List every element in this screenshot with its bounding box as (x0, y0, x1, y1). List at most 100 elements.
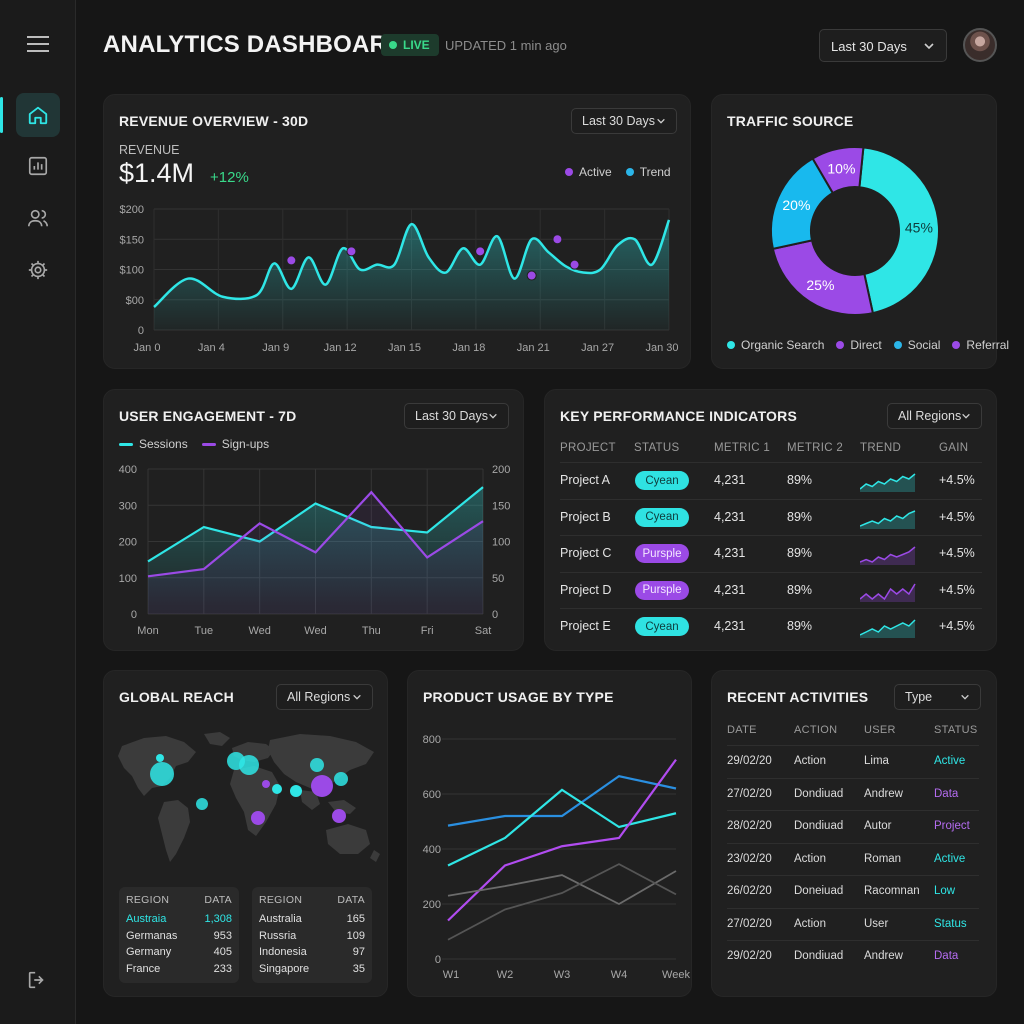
map-bubble[interactable] (332, 809, 346, 823)
status-badge: Cyean (635, 507, 689, 527)
region-value: 97 (352, 946, 365, 958)
x-tick-label: Sat (475, 625, 492, 637)
status-badge: Cyean (635, 617, 689, 636)
x-tick-label: Jan 9 (262, 342, 289, 354)
revenue-title: REVENUE OVERVIEW - 30D (119, 113, 309, 129)
legend-label: Organic Search (741, 338, 825, 352)
table-header-row: REGION DATA (259, 894, 365, 906)
kpi-metric1: 4,231 (714, 619, 746, 633)
kpi-project: Project D (560, 582, 612, 597)
y2-tick-label: 150 (492, 500, 510, 512)
map-bubble[interactable] (239, 755, 259, 775)
avatar[interactable] (963, 28, 997, 62)
sparkline-line (860, 509, 916, 527)
act-date: 29/02/20 (727, 755, 772, 767)
legend-item-organic: Organic Search (727, 338, 824, 352)
traffic-pie-chart: 45% 25% 20% 10% (770, 146, 940, 316)
map-bubble[interactable] (310, 758, 324, 772)
kpi-col-trend: TREND (860, 442, 902, 454)
sparkline-line (860, 546, 916, 563)
updated-timestamp: UPDATED 1 min ago (445, 38, 567, 53)
sidebar-item-users[interactable] (16, 196, 60, 240)
table-row[interactable]: 29/02/20 Action Lima Active (727, 745, 979, 777)
pie-slice (771, 239, 875, 316)
usage-title: PRODUCT USAGE BY TYPE (423, 689, 614, 705)
map-bubble[interactable] (196, 798, 208, 810)
map-bubble[interactable] (251, 811, 265, 825)
kpi-region-select[interactable]: All Regions (887, 403, 982, 429)
x-tick-label: W1 (443, 969, 460, 981)
table-row[interactable]: 26/02/20 Doneiuad Racomnan Low (727, 875, 979, 907)
map-bubble[interactable] (334, 772, 348, 786)
logout-icon[interactable] (26, 969, 48, 996)
reach-region-select[interactable]: All Regions (276, 684, 373, 710)
sidebar-item-settings[interactable] (16, 248, 60, 292)
table-row[interactable]: Project E Cyean 4,231 89% +4.5% (560, 608, 982, 644)
table-row[interactable]: Project A Cyean 4,231 89% +4.5% (560, 462, 982, 498)
x-tick-label: Thu (362, 625, 381, 637)
sparkline-line (860, 619, 916, 636)
kpi-card: KEY PERFORMANCE INDICATORS All Regions P… (544, 389, 997, 651)
data-point (526, 270, 537, 281)
date-range-label: Last 30 Days (831, 39, 907, 54)
table-row[interactable]: Project C Pursple 4,231 89% +4.5% (560, 535, 982, 571)
act-date: 23/02/20 (727, 852, 772, 865)
map-bubble[interactable] (311, 775, 333, 797)
revenue-legend: Active Trend (565, 165, 671, 179)
region-name: Indonesia (259, 946, 307, 958)
engagement-range-select[interactable]: Last 30 Days (404, 403, 509, 429)
activity-type-select[interactable]: Type (894, 684, 981, 710)
act-status: Data (934, 950, 959, 962)
revenue-range-label: Last 30 Days (582, 114, 655, 128)
reach-table-right: REGION DATA Australia 165 Russria 109 Indones… (252, 887, 372, 983)
legend-label: Direct (850, 338, 882, 352)
slice-label: 20% (782, 197, 810, 213)
chevron-down-icon (961, 694, 969, 700)
chevron-down-icon (353, 694, 361, 700)
table-row[interactable]: 27/02/20 Dondiuad Andrew Data (727, 777, 979, 810)
act-user: Racomnan (864, 885, 920, 897)
map-bubble[interactable] (150, 762, 174, 786)
table-row[interactable]: 29/02/20 Dondiuad Andrew Data (727, 940, 979, 972)
table-row[interactable]: 23/02/20 Action Roman Active (727, 842, 979, 875)
act-status: Status (934, 917, 967, 930)
kpi-metric2: 89% (787, 546, 813, 560)
y-tick-label: 0 (138, 325, 144, 337)
table-row[interactable]: Project D Pursple 4,231 89% +4.5% (560, 571, 982, 608)
region-value: 35 (352, 962, 365, 975)
table-row[interactable]: 27/02/20 Action User Status (727, 907, 979, 940)
table-row[interactable]: Project B Cyean 4,231 89% +4.5% (560, 498, 982, 535)
map-bubble[interactable] (156, 754, 164, 762)
x-tick-label: Wed (248, 625, 270, 637)
revenue-range-select[interactable]: Last 30 Days (571, 108, 677, 134)
map-bubble[interactable] (272, 784, 282, 794)
act-col-action: ACTION (794, 724, 838, 736)
world-map (118, 732, 380, 862)
hamburger-menu-icon[interactable] (27, 35, 49, 53)
x-tick-label: Jan 0 (134, 342, 161, 354)
live-dot-icon (389, 41, 397, 49)
map-bubble[interactable] (290, 785, 302, 797)
map-bubble[interactable] (262, 780, 270, 788)
sidebar-item-reports[interactable] (16, 144, 60, 188)
act-action: Dondiuad (794, 787, 844, 800)
kpi-metric1: 4,231 (714, 509, 746, 524)
table-row: Indonesia 97 (259, 946, 365, 958)
reach-region-label: All Regions (287, 690, 351, 704)
date-range-select[interactable]: Last 30 Days (819, 29, 947, 62)
trend-sparkline (860, 583, 916, 602)
usage-card: PRODUCT USAGE BY TYPE 800 600 400 200 0 W1 W2 W… (407, 670, 692, 997)
engagement-title: USER ENGAGEMENT - 7D (119, 408, 297, 424)
legend-swatch (119, 442, 133, 446)
legend-dot (952, 341, 961, 349)
sidebar-item-home[interactable] (0, 93, 60, 137)
activity-type-label: Type (905, 690, 933, 704)
chevron-down-icon (924, 43, 934, 50)
region-value: 953 (213, 929, 232, 942)
act-action: Action (794, 917, 826, 930)
kpi-project: Project C (560, 546, 612, 560)
legend-item-signups: Sign-ups (201, 437, 269, 451)
data-point (552, 234, 563, 245)
table-row[interactable]: 28/02/20 Dondiuad Autor Project (727, 810, 979, 842)
act-status: Active (934, 852, 966, 865)
